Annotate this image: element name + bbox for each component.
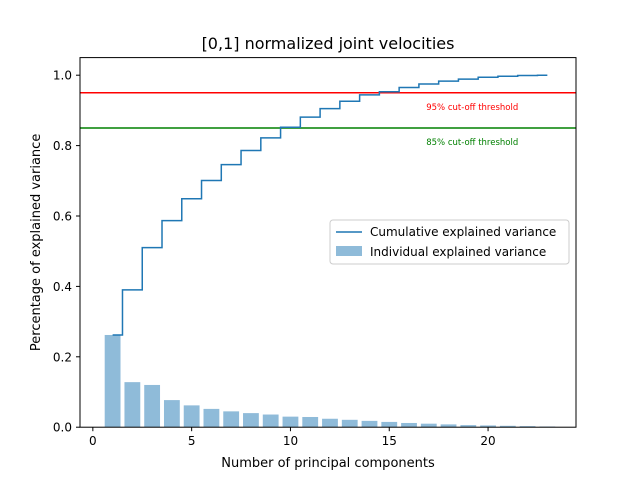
bar-component-4 xyxy=(163,400,180,428)
y-tick-label: 0.0 xyxy=(53,421,72,435)
bar-component-1 xyxy=(104,334,121,428)
bar-component-18 xyxy=(440,424,457,428)
x-tick-label: 0 xyxy=(89,434,97,448)
bar-component-15 xyxy=(381,421,398,428)
legend: Cumulative explained variance Individual… xyxy=(329,219,570,265)
threshold-label-1: 95% cut-off threshold xyxy=(426,103,518,113)
cumulative-step-line xyxy=(112,74,548,336)
x-tick-label: 15 xyxy=(382,434,397,448)
bar-component-2 xyxy=(124,382,141,428)
bar-component-20 xyxy=(480,425,496,428)
y-axis-ticks: 0.0 0.2 0.4 0.6 0.8 1.0 xyxy=(53,69,80,435)
plot-area-frame xyxy=(79,57,577,428)
bar-component-12 xyxy=(322,418,338,428)
bar-component-10 xyxy=(282,416,299,428)
x-tick-label: 10 xyxy=(283,434,298,448)
bar-component-13 xyxy=(341,419,358,428)
legend-individual-label: Individual explained variance xyxy=(370,245,546,259)
y-tick-label: 0.2 xyxy=(53,350,72,364)
x-axis-label: Number of principal components xyxy=(221,456,435,471)
y-tick-label: 0.4 xyxy=(53,280,72,294)
y-tick-label: 0.8 xyxy=(53,139,72,153)
bar-component-3 xyxy=(144,384,161,428)
bar-component-16 xyxy=(401,422,417,428)
bar-component-21 xyxy=(499,425,516,428)
threshold-label-2: 85% cut-off threshold xyxy=(426,138,518,148)
threshold-lines-group: 95% cut-off threshold 85% cut-off thresho… xyxy=(80,92,576,148)
step-series-group xyxy=(112,74,548,336)
y-tick-label: 0.6 xyxy=(53,210,72,224)
bar-series-group xyxy=(104,334,556,428)
bar-component-6 xyxy=(203,408,220,428)
bar-component-9 xyxy=(262,414,279,428)
bar-component-17 xyxy=(420,423,437,428)
x-tick-label: 5 xyxy=(188,434,196,448)
bar-component-22 xyxy=(519,426,536,428)
bar-component-19 xyxy=(460,425,477,428)
legend-frame xyxy=(329,219,570,265)
x-axis-ticks: 0 5 10 15 20 xyxy=(89,427,496,448)
bar-component-11 xyxy=(302,416,319,428)
x-tick-label: 20 xyxy=(480,434,495,448)
legend-individual-swatch xyxy=(336,246,362,256)
bar-component-14 xyxy=(361,420,378,428)
legend-cumulative-label: Cumulative explained variance xyxy=(370,225,556,239)
bar-component-5 xyxy=(183,405,200,428)
chart-title: [0,1] normalized joint velocities xyxy=(202,34,455,53)
y-axis-label: Percentage of explained variance xyxy=(29,134,44,351)
bar-component-7 xyxy=(223,411,240,428)
y-tick-label: 1.0 xyxy=(53,69,72,83)
bar-component-8 xyxy=(243,413,259,428)
